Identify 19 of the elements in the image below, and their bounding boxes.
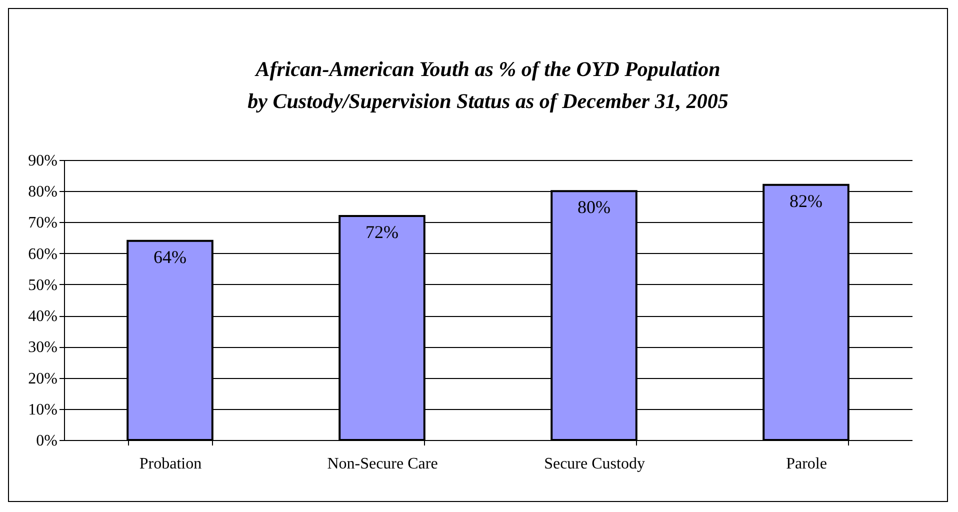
y-tick-label: 70%	[28, 214, 58, 232]
x-tick-label: Probation	[139, 456, 202, 472]
data-label: 82%	[790, 190, 822, 211]
y-tick-label: 20%	[28, 370, 58, 388]
data-label: 64%	[154, 246, 186, 267]
y-tick-label: 90%	[28, 152, 58, 170]
chart-title: African-American Youth as % of the OYD Population by Custody/Supervision Status as of December 31, 2005	[248, 57, 728, 113]
y-tick-label: 10%	[28, 401, 58, 418]
y-tick-label: 40%	[28, 308, 58, 326]
x-tick-label: Parole	[786, 456, 827, 472]
y-tick-label: 30%	[28, 339, 58, 356]
data-label: 80%	[578, 197, 610, 218]
x-tick-label: Secure Custody	[544, 456, 645, 472]
data-label: 72%	[366, 222, 398, 242]
y-tick-label: 0%	[36, 432, 58, 450]
y-tick-label: 50%	[28, 276, 58, 294]
x-tick-label: Non-Secure Care	[327, 456, 438, 472]
y-tick-label: 80%	[28, 184, 58, 201]
y-tick-label: 60%	[28, 246, 58, 263]
